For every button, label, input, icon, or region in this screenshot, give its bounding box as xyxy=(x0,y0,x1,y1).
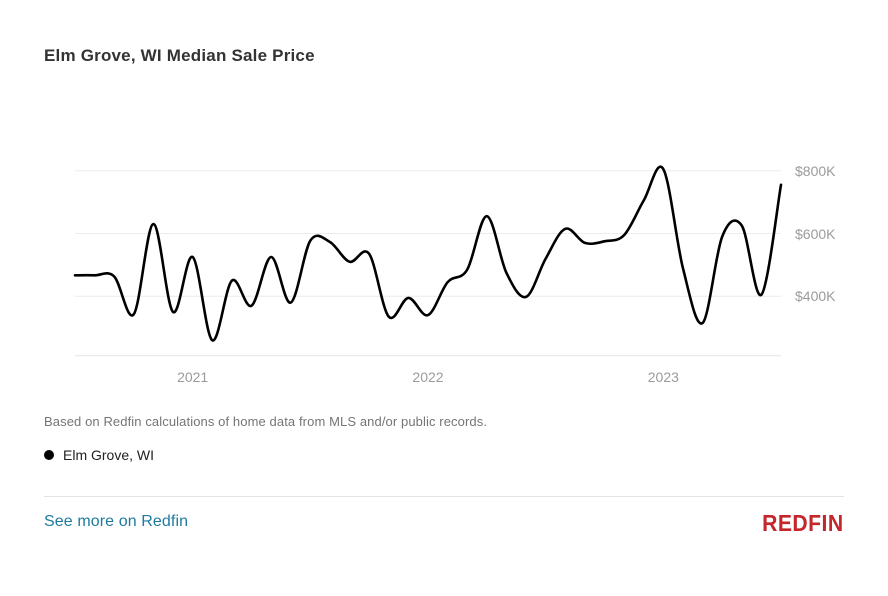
page-title: Elm Grove, WI Median Sale Price xyxy=(44,46,315,65)
x-tick-2022: 2022 xyxy=(412,369,444,385)
legend-series-label: Elm Grove, WI xyxy=(63,447,155,463)
data-source-footnote: Based on Redfin calculations of home dat… xyxy=(44,414,488,429)
footer-divider xyxy=(44,496,844,497)
redfin-logo[interactable]: REDFIN xyxy=(762,510,844,536)
x-tick-2023: 2023 xyxy=(647,369,679,385)
y-tick-400k: $400K xyxy=(795,288,836,305)
x-tick-2021: 2021 xyxy=(177,369,209,385)
y-tick-800k: $800K xyxy=(795,162,836,179)
legend-series-dot-icon xyxy=(44,450,54,460)
legend: Elm Grove, WI xyxy=(44,447,154,463)
see-more-on-redfin-link[interactable]: See more on Redfin xyxy=(44,513,189,530)
y-tick-600k: $600K xyxy=(795,225,836,242)
